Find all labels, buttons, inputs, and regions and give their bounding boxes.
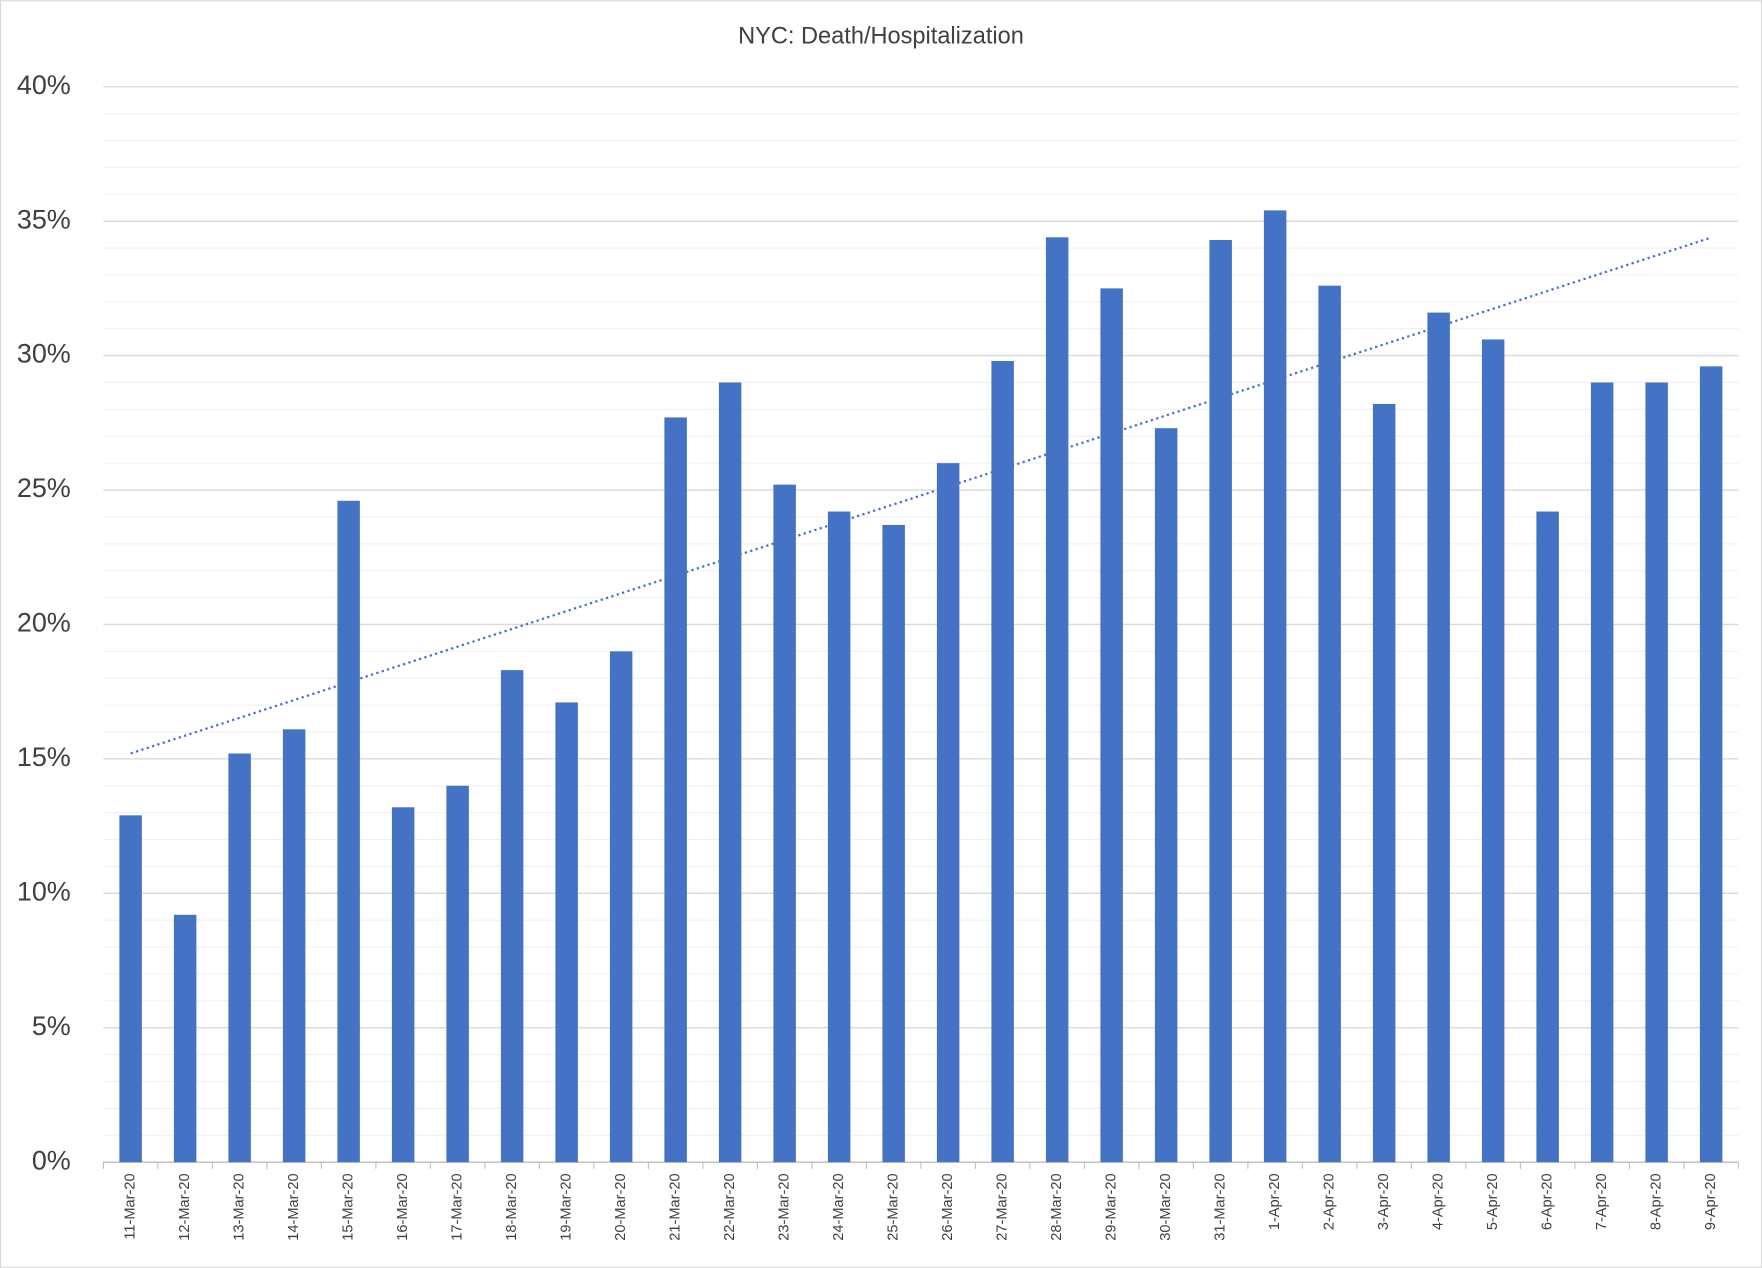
x-tick-label: 7-Apr-20	[1594, 1173, 1610, 1230]
x-tick-label: 22-Mar-20	[722, 1173, 738, 1240]
y-tick-label: 5%	[32, 1011, 71, 1041]
bar	[446, 785, 469, 1163]
x-tick-label: 5-Apr-20	[1485, 1173, 1501, 1230]
x-tick-label: 21-Mar-20	[667, 1173, 683, 1240]
y-tick-label: 40%	[17, 70, 71, 100]
x-tick-label: 15-Mar-20	[340, 1173, 356, 1240]
bar	[1590, 382, 1614, 1163]
bar	[1536, 511, 1559, 1163]
x-tick-label: 20-Mar-20	[613, 1173, 629, 1240]
bar	[173, 914, 197, 1163]
bar	[1154, 428, 1178, 1163]
chart-title: NYC: Death/Hospitalization	[738, 23, 1024, 49]
bar	[773, 484, 796, 1163]
x-tick-label: 1-Apr-20	[1267, 1173, 1283, 1230]
y-tick-label: 15%	[17, 742, 71, 772]
x-tick-label: 8-Apr-20	[1649, 1173, 1665, 1230]
bar	[1100, 288, 1123, 1163]
y-tick-label: 0%	[32, 1145, 71, 1175]
y-tick-label: 30%	[17, 339, 71, 369]
x-tick-label: 28-Mar-20	[1049, 1173, 1065, 1240]
x-tick-label: 13-Mar-20	[231, 1173, 247, 1240]
x-tick-label: 19-Mar-20	[558, 1173, 574, 1240]
bar	[1481, 339, 1505, 1163]
x-tick-label: 23-Mar-20	[777, 1173, 793, 1240]
bar	[391, 807, 415, 1163]
bar	[882, 524, 905, 1163]
x-tick-label: 17-Mar-20	[449, 1173, 465, 1240]
trendline	[130, 236, 1712, 755]
x-tick-label: 4-Apr-20	[1431, 1173, 1447, 1230]
bar	[936, 463, 960, 1163]
bar	[609, 651, 633, 1163]
x-tick-label: 6-Apr-20	[1540, 1173, 1556, 1230]
bar	[119, 815, 142, 1163]
x-tick-label: 30-Mar-20	[1158, 1173, 1174, 1240]
x-tick-label: 12-Mar-20	[177, 1173, 193, 1240]
bar	[718, 382, 742, 1163]
y-tick-label: 35%	[17, 204, 71, 234]
bar	[1318, 285, 1341, 1163]
x-tick-label: 14-Mar-20	[286, 1173, 302, 1240]
x-tick-label: 2-Apr-20	[1322, 1173, 1338, 1230]
x-tick-label: 25-Mar-20	[886, 1173, 902, 1240]
bar	[228, 753, 251, 1163]
bar	[827, 511, 851, 1163]
x-tick-label: 18-Mar-20	[504, 1173, 520, 1240]
x-tick-label: 31-Mar-20	[1213, 1173, 1229, 1240]
x-tick-label: 9-Apr-20	[1703, 1173, 1719, 1230]
bar	[555, 702, 578, 1163]
y-tick-label: 10%	[17, 876, 71, 906]
x-tick-label: 16-Mar-20	[395, 1173, 411, 1240]
y-tick-label: 20%	[17, 608, 71, 638]
bar	[1209, 239, 1232, 1163]
x-tick-label: 24-Mar-20	[831, 1173, 847, 1240]
x-tick-label: 29-Mar-20	[1104, 1173, 1120, 1240]
x-tick-label: 27-Mar-20	[995, 1173, 1011, 1240]
bar	[1645, 382, 1668, 1163]
bar	[1263, 210, 1287, 1163]
bar	[1427, 312, 1450, 1163]
x-tick-label: 11-Mar-20	[122, 1173, 138, 1239]
bar	[1045, 237, 1069, 1163]
bar	[664, 417, 687, 1163]
bar	[1372, 403, 1396, 1163]
bar	[1699, 366, 1723, 1163]
bar	[500, 670, 524, 1163]
bar	[337, 500, 360, 1163]
x-tick-label: 26-Mar-20	[940, 1173, 956, 1240]
bar	[282, 729, 306, 1163]
y-tick-label: 25%	[17, 473, 71, 503]
bar	[991, 360, 1014, 1163]
x-tick-label: 3-Apr-20	[1376, 1173, 1392, 1230]
